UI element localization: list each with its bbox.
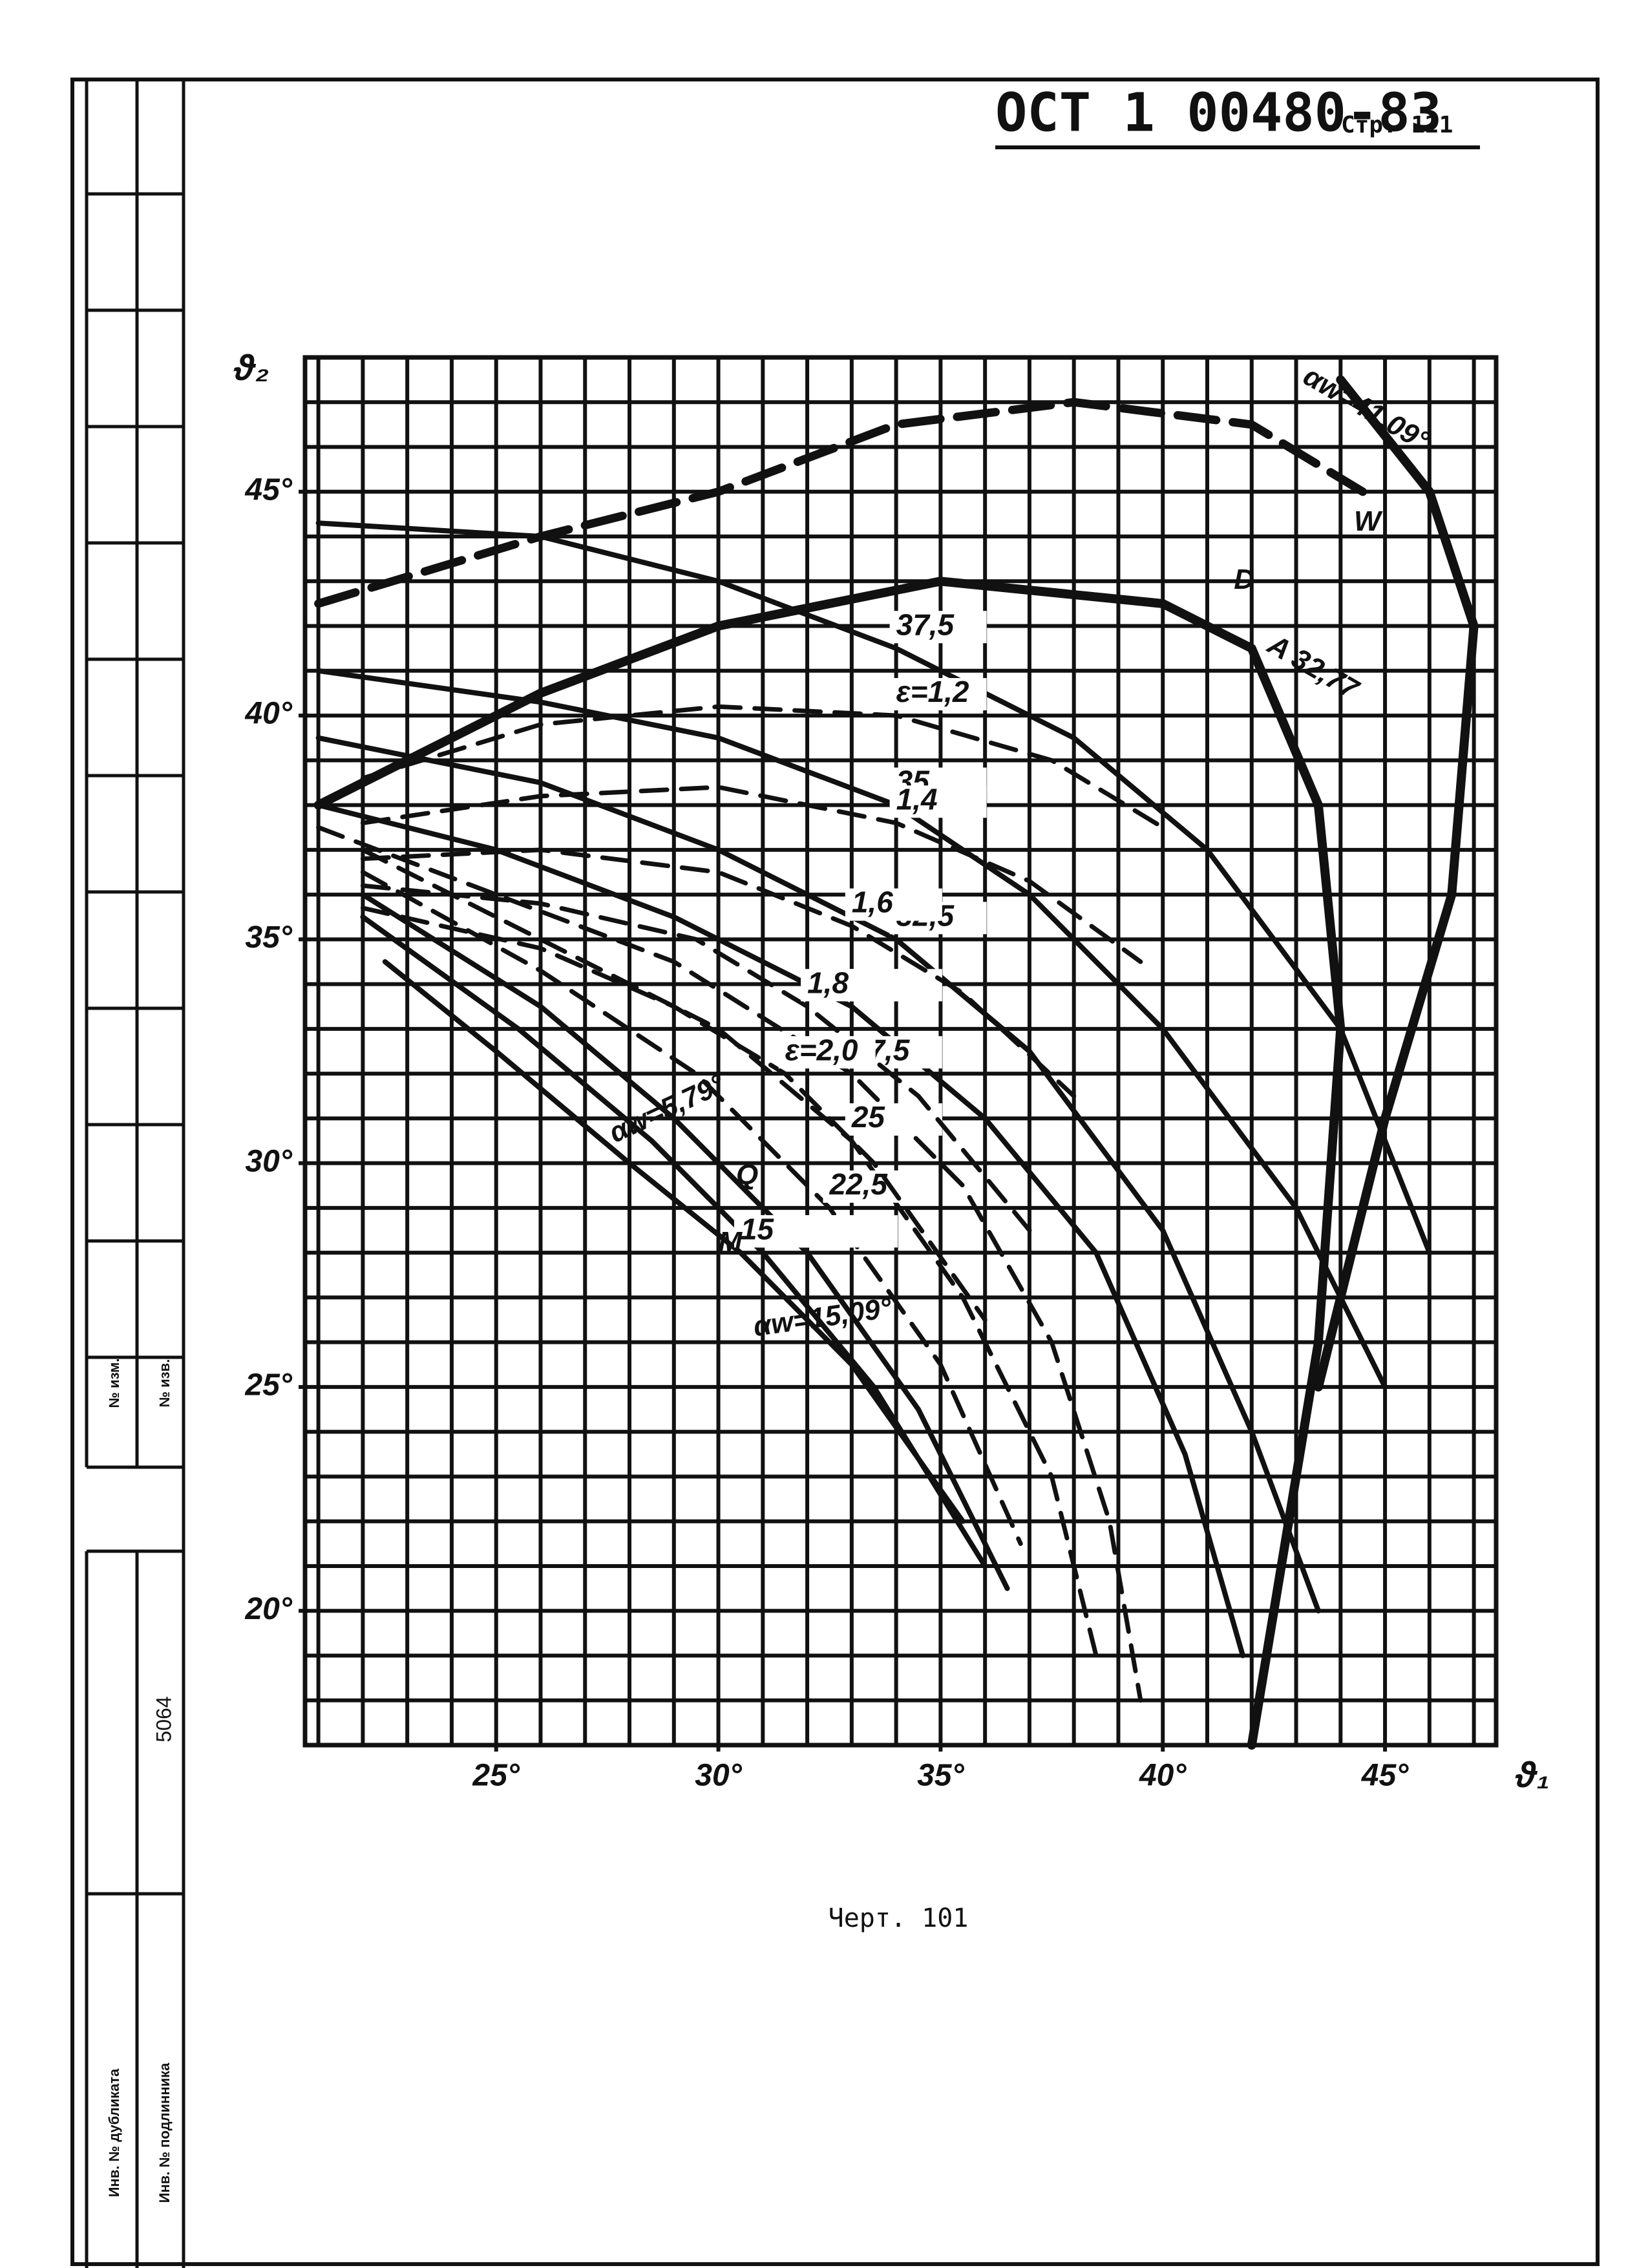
x-tick-label: 30° [695,1759,742,1793]
curve-label: 1,8 [807,966,849,999]
curve-label-bg [734,1215,831,1248]
curve [314,397,1368,608]
x-tick-label: 40° [1139,1759,1187,1793]
curve-label-bg [801,969,898,1002]
curve [360,847,1077,1099]
x-tick-label: 45° [1361,1759,1409,1793]
stamp-dup: Инв. № дубликата [106,2068,122,2198]
y-tick-label: 40° [244,697,292,731]
stamp-rev: № изм. [106,1359,122,1408]
curve-label: 15 [741,1212,775,1245]
curve [360,704,1165,830]
curve-label-bg [889,611,987,644]
page-number: Стр. 121 [1341,112,1453,138]
curve [360,847,1099,1658]
curve-label-bg [778,1036,876,1069]
curve [1313,375,1479,1392]
curve-label: 25 [851,1100,886,1134]
doc-number: ОСТ 1 00480-83 [995,82,1442,143]
curve [360,906,988,1322]
curve-label: ε=1,2 [896,675,969,708]
curve-label: 37,5 [896,608,955,641]
annotation: W [1354,505,1383,537]
frame [70,78,1600,2266]
y-tick-label: 35° [245,920,292,955]
x-tick-label: 35° [917,1759,964,1793]
stamp-number: 5064 [152,1696,175,1742]
curve-label: 1,6 [852,885,893,919]
y-tick-label: 45° [244,472,292,507]
curve-label-bg [889,785,987,818]
annotation: D [1234,564,1254,595]
stamp-notice: № изв. [156,1359,173,1408]
annotation: Q [736,1159,758,1191]
curve-label-bg [823,1170,920,1203]
y-tick-label: 20° [244,1592,292,1626]
y-axis-label: ϑ₂ [233,347,269,388]
y-tick-label: 25° [244,1368,292,1403]
stamp-orig: Инв. № подлинника [156,2062,173,2203]
curve-label: 22,5 [829,1167,888,1201]
curve-label: ε=2,0 [785,1033,858,1066]
curve [313,577,1346,1750]
curve [360,785,1143,964]
annotation: M [719,1226,743,1258]
x-axis-label: ϑ₁ [1515,1754,1550,1795]
curve-label-bg [845,888,942,921]
curve-label: 1,4 [896,782,938,816]
plot-border [302,355,1499,1748]
curve-label-bg [889,678,987,711]
curve [382,959,966,1524]
x-tick-label: 25° [472,1759,520,1793]
curve [360,892,1010,1591]
curve [360,869,1023,1546]
curve [360,883,1032,1233]
curve [360,914,988,1569]
y-tick-label: 30° [245,1144,292,1178]
caption: Черт. 101 [829,1903,969,1933]
stamp-column [85,79,185,2268]
